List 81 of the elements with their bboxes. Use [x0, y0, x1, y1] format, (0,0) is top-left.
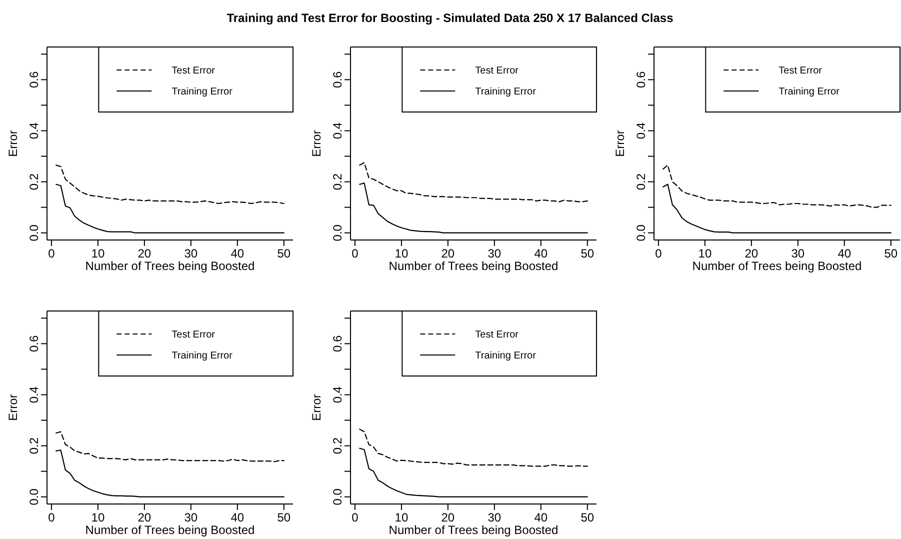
- x-tick-label: 0: [48, 510, 56, 525]
- y-tick-label: 0.6: [27, 335, 41, 352]
- x-tick-label: 20: [138, 510, 152, 525]
- y-tick-label: 0.6: [27, 71, 41, 88]
- y-tick-label: 0.4: [27, 122, 41, 140]
- x-axis-title: Number of Trees being Boosted: [388, 259, 558, 273]
- y-axis-title: Error: [310, 130, 324, 157]
- y-tick-label: 0.0: [634, 224, 648, 242]
- x-tick-label: 10: [698, 246, 712, 261]
- line-series: [359, 448, 588, 498]
- x-tick-label: 20: [138, 246, 152, 261]
- line-series: [359, 182, 588, 234]
- x-tick-label: 0: [352, 510, 359, 525]
- x-tick-label: 40: [534, 246, 548, 261]
- y-tick-label: 0.2: [330, 437, 344, 454]
- legend-label: Test Error: [778, 66, 823, 76]
- line-series: [56, 431, 284, 462]
- x-tick-label: 50: [277, 510, 291, 525]
- line-series: [56, 184, 284, 234]
- y-tick-label: 0.4: [330, 122, 344, 140]
- x-tick-label: 20: [441, 510, 455, 525]
- y-tick-label: 0.4: [27, 386, 41, 404]
- x-tick-label: 30: [488, 510, 502, 525]
- y-tick-label: 0.4: [330, 386, 344, 404]
- line-series: [56, 450, 284, 498]
- line-series: [359, 428, 588, 467]
- line-series: [662, 184, 892, 234]
- legend-label: Test Error: [475, 330, 520, 340]
- x-tick-label: 50: [580, 510, 594, 525]
- x-tick-label: 20: [441, 246, 455, 261]
- legend-label: Test Error: [172, 330, 216, 340]
- y-axis-title: Error: [613, 130, 627, 157]
- x-tick-label: 40: [838, 246, 852, 261]
- x-tick-label: 10: [394, 510, 408, 525]
- x-tick-label: 50: [580, 246, 594, 261]
- legend-label: Test Error: [172, 66, 216, 76]
- y-tick-label: 0.0: [330, 224, 344, 242]
- legend-label: Test Error: [475, 66, 520, 76]
- x-tick-label: 40: [534, 510, 548, 525]
- legend-label: Training Error: [172, 86, 234, 98]
- x-axis-title: Number of Trees being Boosted: [85, 523, 255, 537]
- legend-label: Training Error: [172, 350, 234, 362]
- y-tick-label: 0.2: [330, 173, 344, 190]
- y-tick-label: 0.2: [634, 173, 648, 190]
- x-tick-label: 0: [352, 246, 359, 261]
- y-tick-label: 0.6: [330, 335, 344, 352]
- x-axis-title: Number of Trees being Boosted: [692, 259, 862, 273]
- y-axis-title: Error: [6, 130, 20, 157]
- x-tick-label: 0: [655, 246, 662, 261]
- y-tick-label: 0.4: [634, 122, 648, 140]
- x-tick-label: 30: [488, 246, 502, 261]
- legend-label: Training Error: [475, 86, 537, 98]
- x-tick-label: 30: [791, 246, 805, 261]
- x-tick-label: 20: [744, 246, 758, 261]
- x-tick-label: 0: [48, 246, 56, 261]
- x-tick-label: 40: [230, 246, 244, 261]
- y-tick-label: 0.2: [27, 437, 41, 454]
- y-tick-label: 0.6: [330, 71, 344, 88]
- x-tick-label: 10: [91, 246, 105, 261]
- x-tick-label: 50: [884, 246, 898, 261]
- x-tick-label: 10: [394, 246, 408, 261]
- y-axis-title: Error: [310, 394, 324, 421]
- legend-label: Training Error: [475, 350, 537, 362]
- line-series: [56, 164, 284, 204]
- x-tick-label: 10: [91, 510, 105, 525]
- line-series: [662, 164, 892, 208]
- x-tick-label: 50: [277, 246, 291, 261]
- y-tick-label: 0.0: [27, 488, 41, 506]
- y-axis-title: Error: [6, 394, 20, 421]
- y-tick-label: 0.0: [27, 224, 41, 242]
- line-series: [359, 162, 588, 202]
- x-axis-title: Number of Trees being Boosted: [85, 259, 255, 273]
- legend-label: Training Error: [778, 86, 840, 98]
- y-tick-label: 0.2: [27, 173, 41, 190]
- y-tick-label: 0.6: [634, 71, 648, 88]
- x-tick-label: 40: [230, 510, 244, 525]
- x-tick-label: 30: [184, 246, 198, 261]
- x-tick-label: 30: [184, 510, 198, 525]
- y-tick-label: 0.0: [330, 488, 344, 506]
- x-axis-title: Number of Trees being Boosted: [388, 523, 558, 537]
- text: Training and Test Error for Boosting - Simulated Data 250 X 17 Balanced Class: [226, 11, 674, 25]
